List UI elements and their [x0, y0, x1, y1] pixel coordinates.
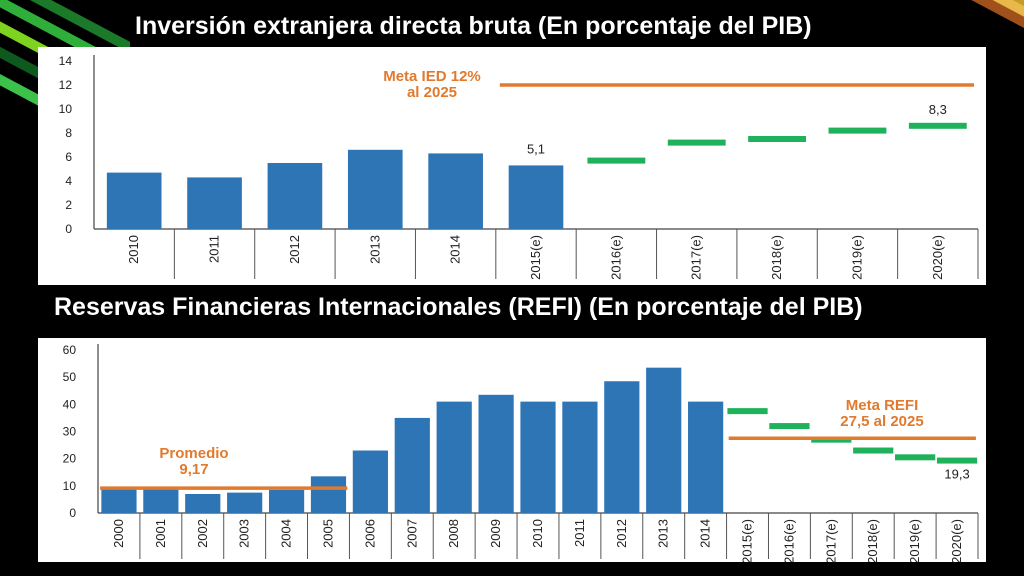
fdi-x-tick-label: 2020(e) — [930, 235, 945, 280]
fdi-y-tick-label: 14 — [59, 54, 73, 68]
fdi-y-tick-label: 2 — [65, 198, 72, 212]
refi-x-tick-label: 2002 — [195, 519, 210, 548]
refi-bar — [394, 417, 430, 513]
fdi-x-tick-label: 2019(e) — [849, 235, 864, 280]
refi-x-tick-label: 2010 — [530, 519, 545, 548]
refi-bar — [688, 401, 724, 513]
chart1-panel: 0 2 4 6 8 10 12 14 2010 2011 2012 2013 2014 2015(e) 20… — [38, 47, 986, 285]
refi-x-tick-label: 2007 — [404, 519, 419, 548]
refi-bar — [478, 394, 514, 513]
refi-bar — [352, 450, 388, 513]
refi-bar — [143, 488, 179, 513]
fdi-bar — [347, 149, 403, 229]
fdi-y-tick-label: 8 — [65, 126, 72, 140]
fdi-x-tick-label: 2015(e) — [528, 235, 543, 280]
fdi-x-tick-label: 2017(e) — [689, 235, 704, 280]
fdi-x-tick-label: 2016(e) — [608, 235, 623, 280]
refi-target-label: 27,5 al 2025 — [840, 413, 923, 430]
fdi-x-tick-label: 2010 — [126, 235, 141, 264]
refi-x-tick-label: 2017(e) — [823, 519, 838, 562]
refi-y-tick-label: 50 — [63, 370, 77, 384]
fdi-chart: 0 2 4 6 8 10 12 14 2010 2011 2012 2013 2014 2015(e) 20… — [59, 54, 979, 280]
fdi-data-label: 5,1 — [527, 141, 545, 156]
fdi-data-label: 8,3 — [929, 102, 947, 117]
fdi-target-label: Meta IED 12% — [383, 68, 481, 85]
refi-x-tick-label: 2012 — [614, 519, 629, 548]
refi-x-tick-label: 2016(e) — [781, 519, 796, 562]
refi-estimate-marker — [936, 457, 978, 464]
refi-estimate-marker — [895, 454, 936, 461]
refi-bar — [310, 476, 347, 513]
refi-bar — [101, 487, 137, 513]
refi-y-tick-label: 20 — [63, 452, 77, 466]
fdi-x-tick-label: 2013 — [367, 235, 382, 264]
refi-bar — [520, 401, 556, 513]
fdi-bar — [267, 163, 323, 229]
refi-chart: 0 10 20 30 40 50 60 2000 2001 2002 2003 2004 2005 200… — [63, 343, 979, 562]
fdi-x-tick-label: 2014 — [448, 235, 463, 264]
refi-x-tick-label: 2008 — [446, 519, 461, 548]
refi-y-tick-label: 40 — [63, 397, 77, 411]
refi-bar — [268, 489, 305, 513]
fdi-target-label: al 2025 — [407, 84, 457, 101]
refi-x-tick-label: 2013 — [656, 519, 671, 548]
refi-y-tick-label: 30 — [63, 425, 77, 439]
fdi-estimate-marker — [748, 136, 807, 142]
fdi-x-tick-label: 2012 — [287, 235, 302, 264]
fdi-estimate-marker — [908, 122, 967, 129]
refi-average-label: 9,17 — [179, 461, 208, 478]
refi-bar — [604, 381, 640, 513]
refi-x-tick-label: 2009 — [488, 519, 503, 548]
fdi-bar — [428, 153, 483, 229]
refi-x-tick-label: 2018(e) — [865, 519, 880, 562]
fdi-estimate-marker — [828, 127, 887, 134]
fdi-bar — [106, 172, 162, 229]
refi-x-tick-label: 2011 — [572, 519, 587, 547]
fdi-bar — [508, 165, 564, 229]
refi-bar — [185, 493, 221, 513]
fdi-x-tick-label: 2018(e) — [769, 235, 784, 280]
refi-x-tick-label: 2001 — [153, 519, 168, 548]
fdi-y-tick-label: 4 — [65, 174, 72, 188]
fdi-estimate-marker — [587, 157, 646, 164]
refi-bar — [227, 492, 263, 513]
refi-data-label: 19,3 — [944, 467, 969, 482]
refi-x-tick-label: 2004 — [279, 519, 294, 548]
fdi-x-tick-label: 2011 — [207, 235, 222, 263]
refi-bar — [562, 401, 598, 513]
refi-y-tick-label: 60 — [63, 343, 77, 357]
fdi-bar — [187, 177, 242, 229]
fdi-y-tick-label: 10 — [59, 102, 73, 116]
refi-estimate-marker — [853, 447, 894, 454]
fdi-y-tick-label: 0 — [65, 222, 72, 236]
chart2-title: Reservas Financieras Internacionales (RE… — [54, 293, 863, 321]
refi-estimate-marker — [769, 423, 810, 430]
refi-x-tick-label: 2005 — [320, 519, 335, 548]
refi-average-label: Promedio — [159, 445, 228, 462]
fdi-y-tick-label: 12 — [59, 78, 73, 92]
fdi-y-tick-label: 6 — [65, 150, 72, 164]
refi-x-tick-label: 2006 — [362, 519, 377, 548]
refi-estimate-marker — [727, 408, 768, 415]
refi-x-tick-label: 2014 — [698, 519, 713, 548]
fdi-estimate-marker — [667, 139, 726, 146]
refi-x-tick-label: 2020(e) — [949, 519, 964, 562]
refi-target-label: Meta REFI — [846, 397, 919, 414]
refi-x-tick-label: 2019(e) — [907, 519, 922, 562]
refi-x-tick-label: 2003 — [237, 519, 252, 548]
refi-x-tick-label: 2000 — [111, 519, 126, 548]
refi-y-tick-label: 10 — [63, 479, 77, 493]
chart2-panel: 0 10 20 30 40 50 60 2000 2001 2002 2003 2004 2005 200… — [38, 338, 986, 562]
refi-y-tick-label: 0 — [69, 506, 76, 520]
refi-bar — [646, 367, 682, 513]
refi-bar — [436, 401, 472, 513]
chart1-title: Inversión extranjera directa bruta (En p… — [135, 12, 812, 40]
refi-x-tick-label: 2015(e) — [740, 519, 755, 562]
